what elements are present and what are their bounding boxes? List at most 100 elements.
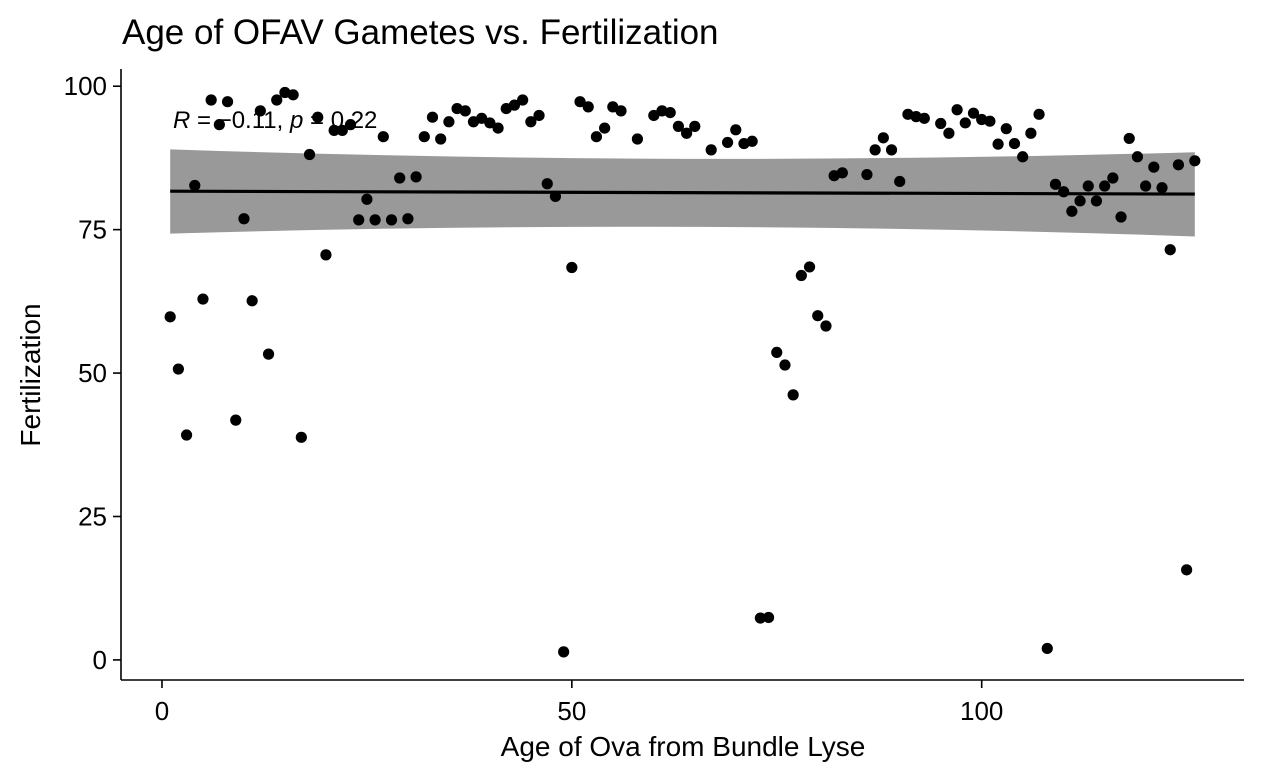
data-point <box>205 94 217 106</box>
data-point <box>238 213 250 225</box>
y-tick-label: 75 <box>78 215 107 245</box>
data-point <box>795 269 807 282</box>
data-point <box>303 148 316 161</box>
data-point <box>967 107 980 119</box>
data-point <box>517 94 529 106</box>
data-point <box>394 172 406 184</box>
data-point <box>746 135 758 147</box>
data-point <box>672 120 685 132</box>
data-point <box>180 429 193 441</box>
data-point <box>410 171 422 183</box>
data-point <box>385 214 398 226</box>
data-point <box>328 124 340 136</box>
data-point <box>648 109 660 122</box>
data-point <box>246 295 258 307</box>
data-point <box>1000 123 1012 135</box>
data-point <box>320 249 332 261</box>
p-symbol: p <box>289 107 303 134</box>
data-point <box>803 261 816 273</box>
data-point <box>377 131 389 143</box>
x-tick-label: 100 <box>960 696 1003 726</box>
r-value: = −0.11, <box>190 107 290 134</box>
data-point <box>426 111 439 123</box>
data-point <box>164 311 176 323</box>
data-point <box>877 132 889 144</box>
data-point <box>492 122 504 134</box>
data-point <box>221 96 234 108</box>
data-point <box>418 131 430 143</box>
data-point <box>443 116 455 128</box>
data-point <box>213 119 225 131</box>
data-point <box>582 101 594 113</box>
chart-title: Age of OFAV Gametes vs. Fertilization <box>122 13 719 52</box>
data-point <box>754 612 766 624</box>
data-point <box>1115 211 1127 223</box>
data-point <box>951 104 963 116</box>
y-tick-label: 100 <box>64 71 107 101</box>
data-point <box>1172 159 1185 171</box>
data-point <box>590 131 603 143</box>
data-point <box>689 120 701 132</box>
data-point <box>631 133 644 145</box>
data-point <box>549 190 562 202</box>
data-point <box>402 213 414 225</box>
data-point <box>721 136 734 149</box>
data-point <box>254 105 266 117</box>
data-point <box>525 116 537 128</box>
correlation-annotation: R = −0.11, p = 0.22 <box>173 107 377 134</box>
data-point <box>533 109 545 122</box>
y-ticks: 0 25 50 75 100 <box>64 71 121 675</box>
data-point <box>787 389 799 401</box>
x-axis-title: Age of Ova from Bundle Lyse <box>501 731 866 762</box>
data-point <box>476 112 488 124</box>
x-tick-label: 50 <box>557 696 586 726</box>
data-point <box>820 320 832 332</box>
data-point <box>1131 151 1144 163</box>
data-point <box>312 111 324 123</box>
data-point <box>861 168 873 181</box>
data-point <box>197 293 209 305</box>
data-point <box>771 346 783 359</box>
data-point <box>1008 137 1021 150</box>
data-point <box>558 646 570 658</box>
data-point <box>1123 132 1135 145</box>
data-point <box>369 214 381 226</box>
data-point <box>1041 642 1053 655</box>
data-point <box>1099 180 1111 192</box>
data-point <box>1164 244 1176 256</box>
data-point <box>1082 180 1094 192</box>
data-point <box>1148 161 1160 173</box>
data-point <box>353 214 365 226</box>
data-point <box>935 117 947 130</box>
data-point <box>287 89 299 101</box>
x-ticks: 0 50 100 <box>155 680 1003 726</box>
data-point <box>730 124 742 136</box>
data-point <box>894 175 906 188</box>
data-point <box>295 431 307 443</box>
data-point <box>541 178 553 190</box>
data-point <box>918 112 930 124</box>
r-symbol: R <box>173 107 190 134</box>
data-point <box>992 138 1004 150</box>
data-point <box>705 144 717 156</box>
data-point <box>262 348 275 360</box>
data-point <box>836 167 848 179</box>
y-axis-title: Fertilization <box>15 303 46 446</box>
data-point <box>1181 564 1193 576</box>
data-point <box>336 124 348 136</box>
data-point <box>484 117 496 129</box>
data-point <box>680 127 693 139</box>
data-point <box>1017 151 1029 163</box>
data-point <box>508 99 521 111</box>
data-point <box>1025 127 1037 139</box>
regression-line <box>170 189 1195 196</box>
data-point <box>271 94 283 106</box>
data-point <box>959 117 971 129</box>
data-point <box>344 119 357 131</box>
data-point <box>1189 155 1201 167</box>
data-point <box>664 107 676 119</box>
y-tick-label: 50 <box>78 358 107 388</box>
data-point <box>566 261 578 274</box>
data-point <box>1058 186 1070 198</box>
data-point <box>574 96 586 108</box>
